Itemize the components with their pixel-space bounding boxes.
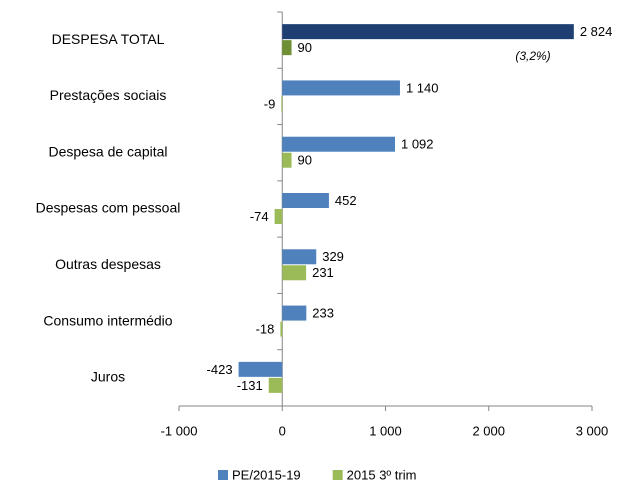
value-label: 2 824	[580, 24, 613, 39]
bar	[282, 265, 307, 281]
category-label: Despesas com pessoal	[36, 200, 181, 216]
bar	[282, 40, 292, 56]
legend-swatch	[218, 470, 228, 480]
bar	[282, 24, 574, 40]
value-label: 1 092	[401, 137, 434, 152]
value-label: -131	[237, 378, 263, 393]
bar	[282, 305, 307, 321]
bar	[282, 152, 292, 168]
value-label: -18	[256, 322, 275, 337]
value-label: 452	[335, 193, 357, 208]
legend-label: 2015 3º trim	[347, 467, 417, 482]
value-label: 231	[312, 265, 334, 280]
value-label: 233	[312, 306, 334, 321]
category-label: DESPESA TOTAL	[52, 31, 165, 47]
x-tick-label: 1 000	[369, 423, 402, 438]
value-label: 90	[298, 153, 312, 168]
bar	[280, 321, 283, 337]
x-tick-label: 2 000	[472, 423, 505, 438]
value-label: -74	[250, 209, 269, 224]
bar	[274, 209, 283, 224]
bar	[282, 136, 395, 152]
value-label: 90	[298, 40, 312, 55]
category-label: Consumo intermédio	[43, 312, 172, 328]
x-tick-label: 0	[279, 423, 286, 438]
legend-swatch	[332, 470, 343, 480]
annotation: (3,2%)	[515, 49, 550, 63]
value-label: -423	[207, 362, 233, 377]
bar	[282, 193, 329, 208]
x-tick-label: -1 000	[161, 423, 198, 438]
bar	[282, 80, 400, 96]
legend-label: PE/2015-19	[232, 467, 301, 482]
bar	[281, 96, 283, 112]
bar	[238, 361, 283, 377]
category-label: Juros	[91, 369, 125, 385]
x-tick-label: 3 000	[576, 423, 609, 438]
value-label: 329	[322, 249, 344, 264]
value-label: -9	[264, 96, 276, 111]
bar	[282, 249, 317, 265]
category-label: Outras despesas	[55, 256, 161, 272]
value-label: 1 140	[406, 80, 439, 95]
category-label: Prestações sociais	[50, 87, 167, 103]
category-label: Despesa de capital	[48, 143, 167, 159]
bar	[268, 377, 283, 393]
